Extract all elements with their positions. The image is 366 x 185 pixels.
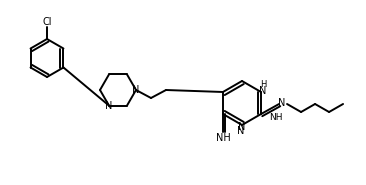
Text: NH: NH [216,133,230,143]
Text: N: N [259,86,267,96]
Text: N: N [105,101,113,111]
Text: N: N [237,126,245,136]
Text: N: N [132,85,140,95]
Text: N: N [238,122,246,132]
Text: Cl: Cl [42,17,52,27]
Text: H: H [260,80,266,88]
Text: NH: NH [269,112,283,122]
Text: N: N [279,98,286,108]
